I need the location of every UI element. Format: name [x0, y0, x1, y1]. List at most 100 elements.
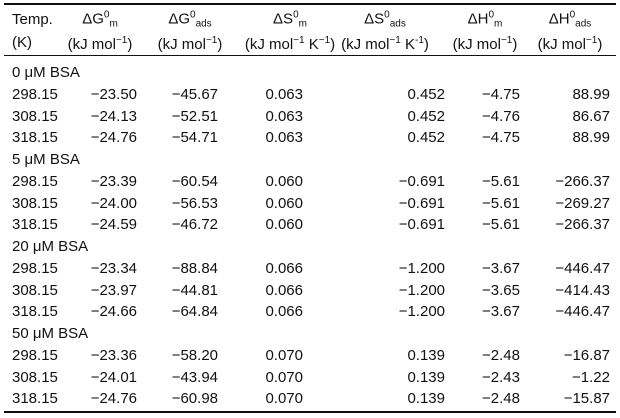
- cell-text: 318.15: [12, 303, 58, 321]
- cell-text: −1.200: [398, 281, 445, 299]
- cell-text: −1.200: [398, 259, 445, 277]
- cell-text: −446.47: [555, 259, 610, 277]
- cell-text: −52.51: [171, 107, 218, 125]
- cell-text: −24.00: [90, 194, 137, 212]
- cell-text: 0.452: [407, 129, 445, 147]
- header-text: ads: [389, 18, 406, 30]
- header-text: -1: [415, 35, 424, 46]
- header-text: 0: [293, 9, 299, 21]
- cell-text: −0.691: [398, 172, 445, 190]
- header-text: ΔG: [82, 10, 104, 28]
- cell-text: 0.063: [265, 129, 303, 147]
- header-text: ): [423, 36, 429, 53]
- header-cell: ΔH0m: [468, 7, 503, 34]
- header-cell: (kJ mol−1): [538, 32, 603, 54]
- header-text: ): [597, 36, 603, 53]
- header-text: m: [109, 18, 118, 30]
- cell-text: −4.75: [482, 85, 520, 103]
- cell-text: −45.67: [171, 85, 218, 103]
- cell-text: 0.066: [265, 259, 303, 277]
- cell-text: −43.94: [171, 368, 218, 386]
- header-text: −1: [318, 35, 331, 46]
- group-label: 5 μM BSA: [12, 151, 80, 168]
- cell-text: 0.063: [265, 85, 303, 103]
- cell-text: −266.37: [555, 216, 610, 234]
- cell-text: 318.15: [12, 129, 58, 147]
- cell-text: −24.76: [90, 390, 137, 408]
- cell-text: −24.13: [90, 107, 137, 125]
- header-text: 0: [569, 9, 576, 21]
- cell-text: 0.066: [265, 303, 303, 321]
- header-text: Temp.: [12, 11, 53, 28]
- header-cell: Temp.: [12, 11, 53, 29]
- cell-text: −5.61: [482, 216, 520, 234]
- cell-text: −4.75: [482, 129, 520, 147]
- header-text: ΔS: [364, 10, 385, 28]
- header-cell: (kJ mol−1): [68, 32, 133, 54]
- cell-text: −23.97: [90, 281, 137, 299]
- header-text: (kJ mol: [452, 36, 501, 53]
- cell-text: −1.200: [398, 303, 445, 321]
- cell-text: 0.070: [265, 346, 303, 364]
- cell-text: 0.060: [265, 216, 303, 234]
- cell-text: 308.15: [12, 368, 58, 386]
- header-cell: (kJ mol−1): [158, 32, 223, 54]
- cell-text: 308.15: [12, 107, 58, 125]
- top-rule: [4, 3, 616, 5]
- header-text: 0: [103, 9, 110, 21]
- header-text: m: [298, 18, 307, 30]
- header-cell: (kJ mol−1): [453, 32, 518, 54]
- cell-text: −414.43: [555, 281, 610, 299]
- cell-text: 0.060: [265, 194, 303, 212]
- cell-text: 308.15: [12, 281, 58, 299]
- cell-text: −2.48: [482, 346, 520, 364]
- header-text: −1: [293, 35, 305, 46]
- cell-text: 0.066: [265, 281, 303, 299]
- cell-text: −24.76: [90, 129, 137, 147]
- group-label: 20 μM BSA: [12, 238, 89, 255]
- cell-text: 0.139: [407, 346, 445, 364]
- cell-text: 86.67: [572, 107, 610, 125]
- cell-text: 298.15: [12, 172, 58, 190]
- header-cell: ΔS0ads: [364, 7, 406, 34]
- cell-text: −23.39: [90, 172, 137, 190]
- cell-text: −266.37: [555, 172, 610, 190]
- cell-text: −64.84: [171, 303, 218, 321]
- cell-text: −4.76: [482, 107, 520, 125]
- header-cell: (K): [12, 34, 32, 52]
- header-text: m: [494, 18, 503, 30]
- cell-text: −23.50: [90, 85, 137, 103]
- header-text: (kJ mol: [341, 36, 390, 53]
- cell-text: −5.61: [482, 194, 520, 212]
- header-text: ): [512, 36, 518, 53]
- header-text: 0: [488, 9, 495, 21]
- cell-text: 0.063: [265, 107, 303, 125]
- header-text: ): [330, 36, 336, 53]
- cell-text: −24.01: [90, 368, 137, 386]
- cell-text: 298.15: [12, 85, 58, 103]
- cell-text: 0.070: [265, 368, 303, 386]
- cell-text: 0.452: [407, 85, 445, 103]
- header-text: K: [400, 36, 416, 53]
- cell-text: 88.99: [572, 129, 610, 147]
- cell-text: 298.15: [12, 259, 58, 277]
- header-text: −1: [500, 35, 513, 46]
- cell-text: −3.67: [482, 259, 520, 277]
- cell-text: −88.84: [171, 259, 218, 277]
- cell-text: −58.20: [171, 346, 218, 364]
- header-text: K: [304, 36, 319, 53]
- group-label: 50 μM BSA: [12, 325, 89, 342]
- cell-text: −5.61: [482, 172, 520, 190]
- header-text: ΔH: [467, 10, 489, 28]
- header-cell: ΔG0ads: [168, 7, 211, 34]
- cell-text: −56.53: [171, 194, 218, 212]
- cell-text: −24.66: [90, 303, 137, 321]
- header-text: ads: [195, 18, 212, 30]
- header-cell: ΔH0ads: [549, 7, 592, 34]
- cell-text: 0.070: [265, 390, 303, 408]
- header-text: −1: [205, 35, 218, 46]
- cell-text: 0.139: [407, 390, 445, 408]
- header-text: ads: [575, 18, 592, 30]
- cell-text: 88.99: [572, 85, 610, 103]
